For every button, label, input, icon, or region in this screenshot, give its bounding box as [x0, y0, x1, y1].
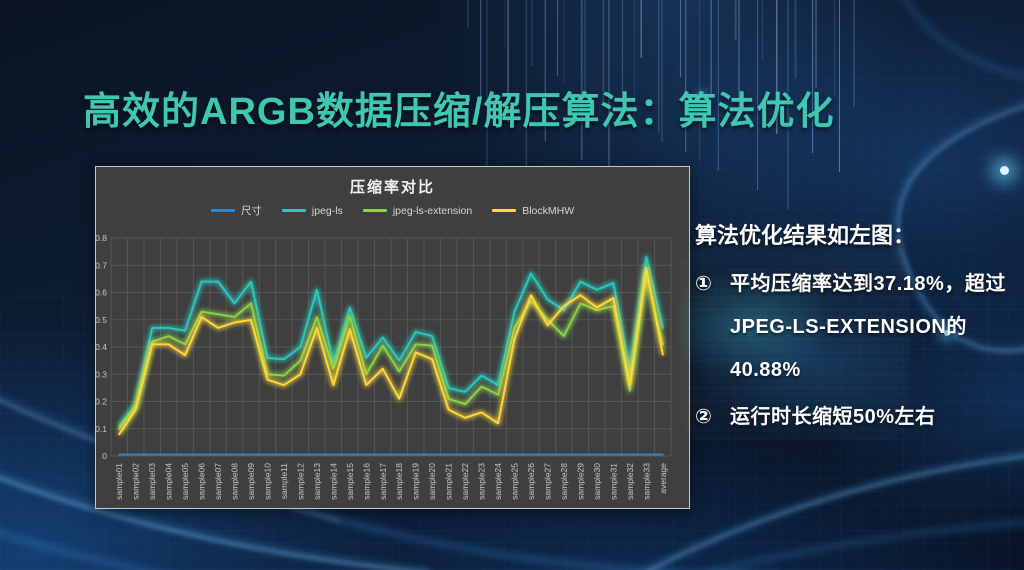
- x-tick-label: sample02: [131, 463, 141, 500]
- x-tick-label: sample08: [230, 463, 240, 500]
- legend-item-jpeg-ls: jpeg-ls: [281, 204, 343, 217]
- bullet-2-marker: ②: [695, 406, 712, 428]
- chart-panel: 压缩率对比 尺寸 jpeg-ls jpeg-ls-extension BlockMHW…: [95, 166, 690, 509]
- light-streaks: [467, 0, 855, 209]
- legend-swatch: [492, 209, 517, 212]
- x-tick-label: sample28: [559, 463, 569, 500]
- series-line-jpeg-ls-extension: [118, 272, 664, 430]
- x-tick-label: sample01: [114, 463, 124, 500]
- x-tick-label: sample33: [641, 463, 651, 500]
- y-tick-label: 0.4: [96, 342, 107, 352]
- x-tick-label: sample29: [575, 463, 585, 500]
- y-tick-label: 0: [102, 451, 107, 461]
- x-tick-label: sample03: [147, 463, 157, 500]
- x-tick-label: sample21: [444, 463, 454, 500]
- series-line-BlockMHW: [118, 267, 664, 436]
- bullet-1-line-2: JPEG-LS-EXTENSION的: [730, 316, 967, 338]
- x-tick-label: sample04: [164, 463, 174, 500]
- results-heading: 算法优化结果如左图：: [695, 223, 916, 248]
- bullet-1-line-1: 平均压缩率达到37.18%，超过: [730, 273, 1006, 295]
- x-tick-label: sample31: [608, 463, 618, 500]
- bullet-2-line-1: 运行时长缩短50%左右: [730, 406, 936, 428]
- chart-legend: 尺寸 jpeg-ls jpeg-ls-extension BlockMHW: [96, 203, 689, 218]
- x-tick-label: sample23: [477, 463, 487, 500]
- legend-swatch: [362, 209, 387, 212]
- series-line-jpeg-ls: [118, 256, 664, 427]
- x-tick-label: sample18: [394, 463, 404, 500]
- y-tick-label: 0.1: [96, 424, 107, 434]
- legend-item-BlockMHW: BlockMHW: [492, 205, 574, 217]
- x-tick-label: sample05: [180, 463, 190, 500]
- y-tick-label: 0.5: [96, 315, 107, 325]
- y-tick-label: 0.2: [96, 397, 107, 407]
- bullet-1-marker: ①: [695, 273, 712, 295]
- glow-dot: [944, 330, 950, 336]
- x-tick-label: sample06: [197, 463, 207, 500]
- x-tick-label: sample26: [526, 463, 536, 500]
- x-tick-label: sample19: [411, 463, 421, 500]
- x-tick-label: sample20: [427, 463, 437, 500]
- y-tick-label: 0.3: [96, 369, 107, 379]
- chip-watermark: [680, 248, 910, 438]
- legend-item-尺寸: 尺寸: [210, 203, 262, 218]
- y-tick-label: 0.6: [96, 288, 107, 298]
- glow-dot: [1000, 166, 1009, 175]
- chart-title: 压缩率对比: [349, 179, 435, 196]
- x-tick-label: sample13: [312, 463, 322, 500]
- y-tick-label: 0.7: [96, 260, 107, 270]
- legend-swatch: [281, 209, 306, 212]
- x-tick-label: sample14: [328, 463, 338, 500]
- result-bullet-2: ② 运行时长缩短50%左右: [695, 396, 1017, 439]
- x-tick-label: sample25: [510, 463, 520, 500]
- legend-swatch: [210, 209, 235, 212]
- slide-title: 高效的ARGB数据压缩/解压算法：算法优化: [83, 91, 835, 133]
- x-tick-label: sample16: [361, 463, 371, 500]
- x-tick-label: sample27: [542, 463, 552, 500]
- glow-dot: [700, 94, 704, 98]
- legend-label: BlockMHW: [522, 204, 575, 217]
- x-tick-label: sample32: [625, 463, 635, 500]
- legend-item-jpeg-ls-extension: jpeg-ls-extension: [362, 204, 473, 217]
- x-tick-label: sample12: [295, 463, 305, 500]
- x-tick-label: sample17: [378, 463, 388, 500]
- x-tick-label: sample15: [345, 463, 355, 500]
- x-tick-label: sample07: [213, 463, 223, 500]
- x-tick-label: sample30: [592, 463, 602, 500]
- x-tick-label: sample22: [460, 463, 470, 500]
- y-tick-label: 0.8: [96, 233, 107, 243]
- circuit-texture-right: [700, 60, 1024, 360]
- x-tick-label: average: [658, 463, 668, 494]
- legend-label: 尺寸: [240, 205, 262, 217]
- bullet-1-line-3: 40.88%: [730, 359, 801, 381]
- x-tick-label: sample24: [493, 463, 503, 500]
- x-tick-label: sample09: [246, 463, 256, 500]
- compression-ratio-line-chart: 0 0.1 0.2 0.3 0.4 0.5 0.6 0.7 0.8 sample01 sample0…: [96, 233, 672, 500]
- x-tick-label: sample11: [279, 463, 289, 499]
- legend-label: jpeg-ls: [311, 204, 343, 217]
- results-panel: 算法优化结果如左图： ① 平均压缩率达到37.18%，超过 JPEG-LS-EX…: [680, 218, 1017, 443]
- x-tick-label: sample10: [262, 463, 272, 500]
- result-bullet-1: ① 平均压缩率达到37.18%，超过 JPEG-LS-EXTENSION的 40…: [695, 263, 1017, 392]
- legend-label: jpeg-ls-extension: [392, 204, 473, 217]
